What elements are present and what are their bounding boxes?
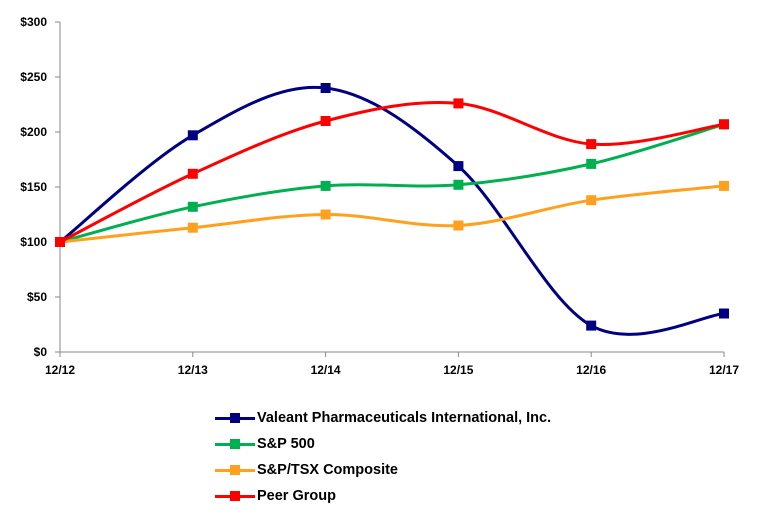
legend-label: Valeant Pharmaceuticals International, I… — [257, 410, 552, 426]
legend-label: Peer Group — [257, 488, 336, 504]
data-point — [187, 222, 198, 233]
data-point — [187, 168, 198, 179]
data-point — [55, 237, 65, 247]
data-point — [453, 161, 464, 172]
y-tick-label: $250 — [20, 70, 47, 84]
data-point — [586, 320, 597, 331]
x-tick-label: 12/15 — [443, 363, 473, 377]
x-tick-label: 12/13 — [178, 363, 208, 377]
data-point — [320, 83, 331, 93]
y-tick-label: $150 — [20, 180, 47, 194]
data-point — [719, 180, 729, 191]
series-line — [59, 122, 725, 244]
series-lines — [59, 85, 725, 336]
axes: $0 $50 $100 $150 $200 $250 $300 12/12 12/13 12/14… — [20, 15, 739, 377]
legend-swatch — [215, 491, 255, 501]
data-point — [719, 308, 729, 319]
x-tick-label: 12/12 — [45, 363, 75, 377]
data-point — [586, 139, 597, 150]
y-tick-label: $50 — [27, 290, 47, 304]
legend-item-sp500: S&P 500 — [215, 431, 551, 457]
legend-label: S&P/TSX Composite — [257, 462, 398, 478]
x-tick-label: 12/14 — [311, 363, 341, 377]
legend-swatch — [215, 465, 255, 475]
data-point — [320, 116, 331, 126]
series-line — [59, 101, 725, 244]
data-point — [320, 180, 331, 191]
series-line — [59, 184, 725, 244]
data-point — [453, 179, 464, 190]
data-point — [187, 201, 198, 212]
data-point — [453, 98, 464, 109]
legend-swatch — [215, 439, 255, 449]
series-markers — [55, 83, 729, 331]
legend-item-valeant: Valeant Pharmaceuticals International, I… — [215, 405, 551, 431]
data-point — [453, 220, 464, 231]
legend-swatch — [215, 413, 255, 423]
x-tick-label: 12/16 — [576, 363, 606, 377]
y-tick-label: $0 — [34, 345, 48, 359]
legend-item-peer-group: Peer Group — [215, 483, 551, 509]
data-point — [586, 158, 597, 169]
x-tick-label: 12/17 — [709, 363, 739, 377]
y-tick-label: $300 — [20, 15, 47, 29]
line-chart: $0 $50 $100 $150 $200 $250 $300 12/12 12/13 12/14… — [20, 15, 739, 377]
y-tick-label: $200 — [20, 125, 47, 139]
data-point — [719, 119, 729, 130]
data-point — [320, 209, 331, 220]
legend-item-tsx: S&P/TSX Composite — [215, 457, 551, 483]
legend-label: S&P 500 — [257, 436, 315, 452]
data-point — [187, 130, 198, 141]
legend: Valeant Pharmaceuticals International, I… — [215, 405, 551, 509]
y-tick-label: $100 — [20, 235, 47, 249]
data-point — [586, 195, 597, 206]
series-line — [59, 85, 725, 336]
